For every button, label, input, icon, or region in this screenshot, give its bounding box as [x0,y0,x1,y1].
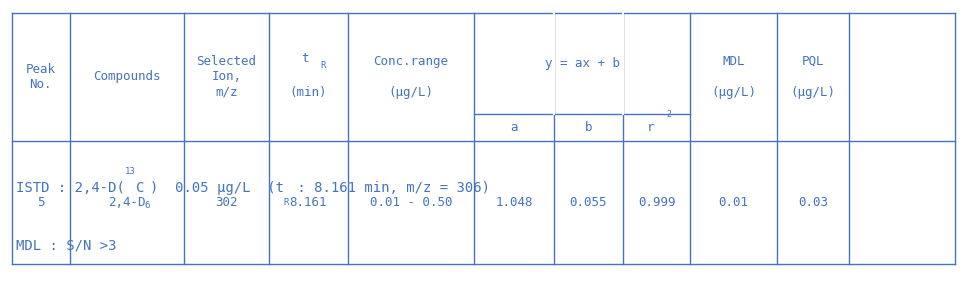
Text: : 8.161 min, m/z = 306): : 8.161 min, m/z = 306) [288,181,489,195]
Text: MDL : S/N >3: MDL : S/N >3 [16,238,117,252]
Text: 302: 302 [215,196,238,209]
Text: a: a [511,121,517,134]
Text: (min): (min) [290,86,327,99]
Text: (μg/L): (μg/L) [790,86,835,99]
Text: (μg/L): (μg/L) [389,86,433,99]
Text: b: b [585,121,592,134]
Text: 2: 2 [666,110,672,119]
Text: Peak
No.: Peak No. [25,63,56,91]
Text: Conc.range: Conc.range [373,55,449,68]
Text: 0.01 - 0.50: 0.01 - 0.50 [369,196,453,209]
Text: 0.01: 0.01 [718,196,748,209]
Text: C: C [135,181,144,195]
Text: 2,4-D: 2,4-D [108,196,145,209]
Text: Selected
Ion,
m/z: Selected Ion, m/z [196,56,256,98]
Text: R: R [283,198,288,207]
Text: )  0.05 μg/L  (t: ) 0.05 μg/L (t [150,181,283,195]
Text: 13: 13 [125,166,135,176]
Text: MDL: MDL [722,55,745,68]
Text: 0.03: 0.03 [798,196,828,209]
Text: R: R [320,61,326,70]
Text: 0.999: 0.999 [638,196,675,209]
Text: (μg/L): (μg/L) [711,86,756,99]
Text: 1.048: 1.048 [495,196,533,209]
Text: 6: 6 [144,201,150,210]
Text: ISTD : 2,4-D(: ISTD : 2,4-D( [16,181,126,195]
Text: Compounds: Compounds [93,70,161,84]
Text: 5: 5 [37,196,44,209]
Text: 8.161: 8.161 [290,196,327,209]
Text: PQL: PQL [802,55,824,68]
Text: t: t [301,52,308,65]
Text: 0.055: 0.055 [570,196,607,209]
Text: r: r [647,121,655,134]
Text: y = ax + b: y = ax + b [544,57,620,70]
